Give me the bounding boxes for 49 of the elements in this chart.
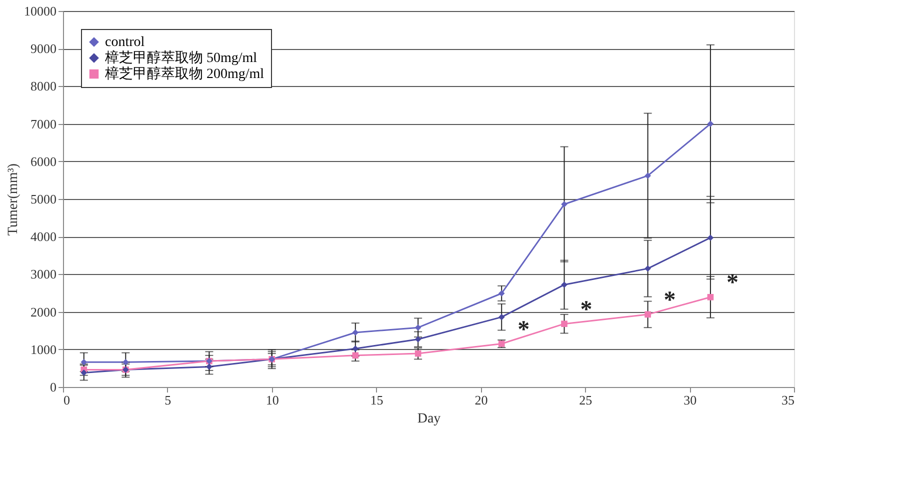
point <box>561 282 568 288</box>
point <box>644 311 651 318</box>
x-tick-label: 15 <box>370 392 384 408</box>
point <box>707 120 714 127</box>
point <box>414 336 422 342</box>
y-tick-label: 1000 <box>30 342 56 357</box>
point <box>414 350 422 357</box>
point <box>707 294 714 300</box>
annotation: * <box>726 270 738 296</box>
y-tick-label: 10000 <box>24 4 56 18</box>
y-axis-title: Tumer(mm³) <box>6 163 21 236</box>
y-tick-label: 0 <box>50 380 56 394</box>
annotation: * <box>664 287 676 314</box>
x-tick-label: 25 <box>579 392 592 408</box>
point <box>644 265 651 272</box>
point <box>498 314 505 320</box>
y-tick-label: 4000 <box>30 229 56 244</box>
point <box>707 234 714 241</box>
point <box>122 359 129 366</box>
legend-label: control <box>105 35 145 50</box>
y-tick-label: 9000 <box>30 41 56 56</box>
point <box>80 359 88 366</box>
x-axis-title: Day <box>417 412 441 426</box>
x-tick-label: 5 <box>164 392 172 408</box>
point <box>352 352 359 359</box>
annotation: * <box>580 296 592 323</box>
point <box>352 345 359 352</box>
y-tick-label: 2000 <box>30 304 56 320</box>
y-tick-label: 3000 <box>30 266 56 282</box>
x-tick-label: 30 <box>684 392 697 408</box>
point <box>644 172 651 179</box>
y-tick-label: 6000 <box>30 154 56 169</box>
y-tick-label: 7000 <box>30 116 56 132</box>
point <box>498 290 505 297</box>
point <box>206 364 212 370</box>
x-tick-label: 35 <box>782 392 794 408</box>
point <box>80 370 88 376</box>
annotation: * <box>518 316 530 343</box>
point <box>561 201 568 208</box>
legend-label: 樟芝甲醇萃取物 200mg/ml <box>104 66 264 82</box>
x-tick-label: 10 <box>266 392 279 408</box>
point <box>561 320 568 327</box>
y-tick-label: 5000 <box>30 192 56 206</box>
point <box>352 329 359 336</box>
legend-label: 樟芝甲醇萃取物 50mg/ml <box>104 50 258 66</box>
x-tick-label: 20 <box>474 392 488 408</box>
point <box>414 324 422 331</box>
y-tick-label: 8000 <box>30 78 56 94</box>
x-tick-label: 0 <box>64 392 70 408</box>
